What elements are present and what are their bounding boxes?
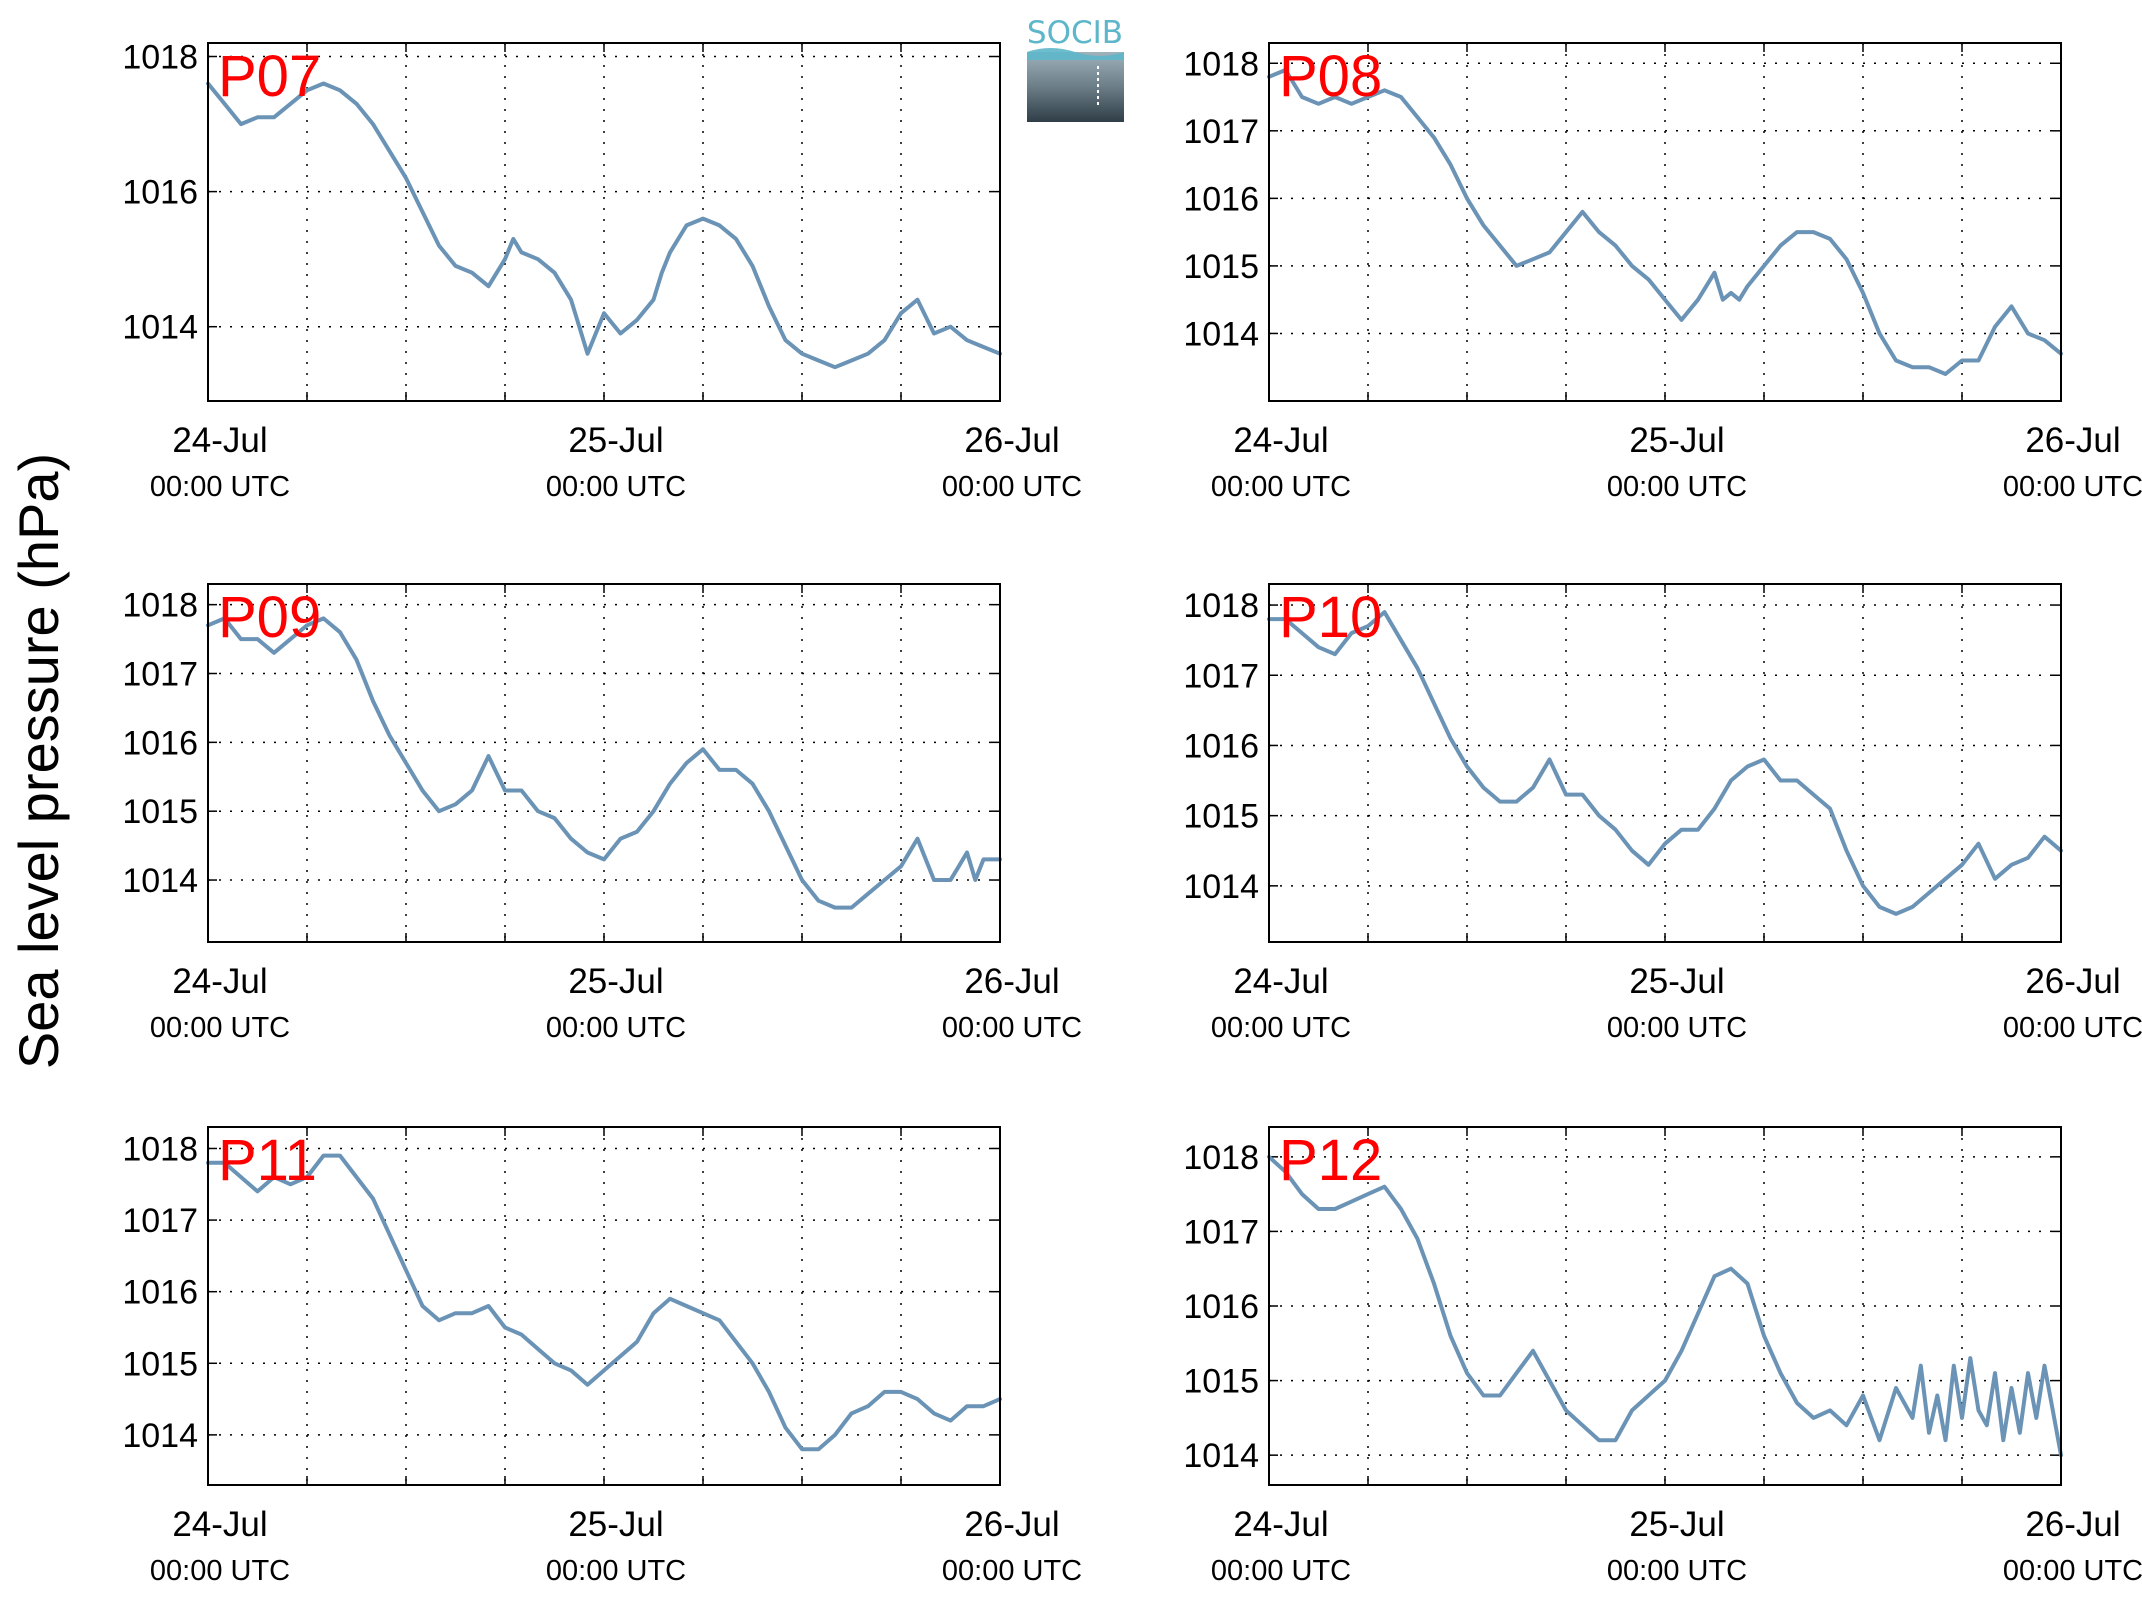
x-tick-label-date: 26-Jul xyxy=(2025,1505,2120,1544)
y-tick-label: 1016 xyxy=(1183,180,1259,218)
y-tick-label: 1017 xyxy=(1183,657,1259,695)
x-tick-label-time: 00:00 UTC xyxy=(546,1012,686,1044)
y-tick-label: 1014 xyxy=(1183,868,1259,906)
y-tick-label: 1015 xyxy=(1183,248,1259,286)
x-tick-label-date: 24-Jul xyxy=(1233,421,1328,460)
y-tick-label: 1018 xyxy=(1183,45,1259,83)
y-tick-label: 1018 xyxy=(122,1130,198,1168)
x-tick-label-time: 00:00 UTC xyxy=(942,1012,1082,1044)
x-tick-label-date: 26-Jul xyxy=(964,962,1059,1001)
x-tick-label-date: 25-Jul xyxy=(568,962,663,1001)
logo-text: SOCIB xyxy=(1027,15,1123,51)
axes-frame xyxy=(207,583,1001,943)
panel-title: P07 xyxy=(218,44,321,109)
y-tick-label: 1016 xyxy=(1183,727,1259,765)
x-tick-label-date: 26-Jul xyxy=(2025,421,2120,460)
panel-title: P10 xyxy=(1279,585,1382,650)
x-tick-label-date: 24-Jul xyxy=(172,1505,267,1544)
series-line xyxy=(206,81,1002,370)
y-tick-label: 1015 xyxy=(1183,1363,1259,1401)
x-tick-label-time: 00:00 UTC xyxy=(150,1012,290,1044)
x-tick-label-date: 25-Jul xyxy=(1629,962,1724,1001)
x-tick-label-date: 26-Jul xyxy=(964,1505,1059,1544)
axes-frame xyxy=(1268,1126,2062,1486)
x-tick-label-date: 24-Jul xyxy=(1233,962,1328,1001)
y-tick-label: 1018 xyxy=(122,39,198,77)
logo-wave xyxy=(1027,48,1124,60)
y-tick-label: 1017 xyxy=(122,1202,198,1240)
series-line xyxy=(206,616,1002,910)
axes-frame xyxy=(207,42,1001,402)
x-tick-label-time: 00:00 UTC xyxy=(2003,471,2142,503)
series-line xyxy=(1267,1154,2063,1458)
y-tick-label: 1016 xyxy=(1183,1288,1259,1326)
x-tick-label-date: 24-Jul xyxy=(172,421,267,460)
x-tick-label-time: 00:00 UTC xyxy=(1211,1012,1351,1044)
x-tick-label-time: 00:00 UTC xyxy=(546,1555,686,1587)
y-tick-label: 1015 xyxy=(1183,798,1259,836)
y-tick-label: 1016 xyxy=(122,724,198,762)
y-tick-label: 1016 xyxy=(122,1274,198,1312)
socib-logo: SOCIB xyxy=(1027,15,1124,122)
y-tick-label: 1015 xyxy=(122,793,198,831)
y-tick-label: 1014 xyxy=(122,862,198,900)
axes-frame xyxy=(1268,42,2062,402)
y-tick-label: 1017 xyxy=(1183,1213,1259,1251)
panel-p09: 1014 1015 1016 1017 1018 24-Jul 00:00 UTC 25-Ju… xyxy=(122,583,1082,1044)
y-tick-label: 1018 xyxy=(1183,1139,1259,1177)
panel-title: P09 xyxy=(218,585,321,650)
y-tick-label: 1018 xyxy=(122,587,198,625)
panel-p10: 1014 1015 1016 1017 1018 24-Jul 00:00 UTC 25-Ju… xyxy=(1183,583,2142,1044)
y-axis-label: Sea level pressure (hPa) xyxy=(7,453,70,1069)
y-tick-label: 1017 xyxy=(1183,113,1259,151)
y-tick-label: 1016 xyxy=(122,174,198,212)
x-tick-label-date: 26-Jul xyxy=(2025,962,2120,1001)
x-tick-label-date: 25-Jul xyxy=(1629,421,1724,460)
x-tick-label-time: 00:00 UTC xyxy=(2003,1012,2142,1044)
logo-gradient-block xyxy=(1027,52,1124,122)
y-tick-label: 1018 xyxy=(1183,587,1259,625)
x-tick-label-date: 26-Jul xyxy=(964,421,1059,460)
panel-title: P11 xyxy=(218,1128,317,1193)
panel-p07: 1014 1016 1018 24-Jul 00:00 UTC 25-Jul 00:00 U… xyxy=(122,39,1082,503)
panel-p12: 1014 1015 1016 1017 1018 24-Jul 00:00 UTC 25-Ju… xyxy=(1183,1126,2142,1587)
panel-title: P12 xyxy=(1279,1128,1382,1193)
axes-frame xyxy=(1268,583,2062,943)
x-tick-label-time: 00:00 UTC xyxy=(1211,1555,1351,1587)
x-tick-label-date: 25-Jul xyxy=(568,1505,663,1544)
y-tick-label: 1014 xyxy=(122,309,198,347)
series-line xyxy=(206,1153,1002,1452)
axes-frame xyxy=(207,1126,1001,1486)
y-tick-label: 1014 xyxy=(1183,1437,1259,1475)
x-tick-label-time: 00:00 UTC xyxy=(1607,471,1747,503)
x-tick-label-time: 00:00 UTC xyxy=(1607,1555,1747,1587)
y-tick-label: 1015 xyxy=(122,1345,198,1383)
x-tick-label-time: 00:00 UTC xyxy=(1607,1012,1747,1044)
x-tick-label-time: 00:00 UTC xyxy=(150,1555,290,1587)
x-tick-label-date: 24-Jul xyxy=(172,962,267,1001)
series-line xyxy=(1267,68,2063,376)
x-tick-label-time: 00:00 UTC xyxy=(942,471,1082,503)
x-tick-label-date: 25-Jul xyxy=(568,421,663,460)
panel-p11: 1014 1015 1016 1017 1018 24-Jul 00:00 UTC 25-Ju… xyxy=(122,1126,1082,1587)
panel-p08: 1014 1015 1016 1017 1018 24-Jul 00:00 UTC 25-Ju… xyxy=(1183,42,2142,503)
x-tick-label-date: 25-Jul xyxy=(1629,1505,1724,1544)
x-tick-label-time: 00:00 UTC xyxy=(942,1555,1082,1587)
panel-title: P08 xyxy=(1279,44,1382,109)
x-tick-label-time: 00:00 UTC xyxy=(150,471,290,503)
x-tick-label-time: 00:00 UTC xyxy=(2003,1555,2142,1587)
x-tick-label-time: 00:00 UTC xyxy=(1211,471,1351,503)
x-tick-label-date: 24-Jul xyxy=(1233,1505,1328,1544)
series-line xyxy=(1267,610,2063,916)
y-tick-label: 1014 xyxy=(122,1417,198,1455)
y-tick-label: 1017 xyxy=(122,656,198,694)
x-tick-label-time: 00:00 UTC xyxy=(546,471,686,503)
y-tick-label: 1014 xyxy=(1183,315,1259,353)
